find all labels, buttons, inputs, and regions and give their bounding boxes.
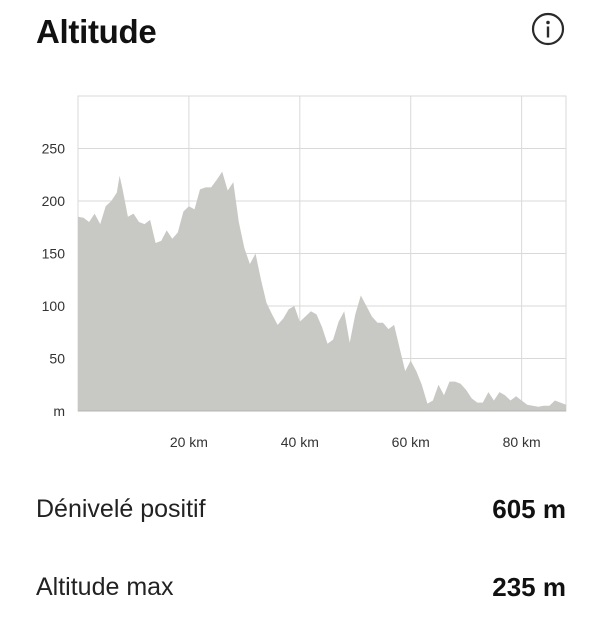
stat-row-elevation-gain: Dénivelé positif 605 m — [36, 489, 566, 529]
x-tick-label: 20 km — [170, 434, 208, 450]
altitude-area — [78, 171, 566, 411]
stat-row-max-altitude: Altitude max 235 m — [36, 567, 566, 607]
stat-label-elevation-gain: Dénivelé positif — [36, 494, 206, 523]
y-tick-label: 50 — [49, 351, 65, 367]
altitude-chart-svg: m 50 100 150 200 250 20 km 40 km 60 km 80 km — [42, 95, 567, 450]
x-tick-label: 60 km — [392, 434, 430, 450]
y-tick-label: 200 — [42, 193, 66, 209]
y-tick-label: 150 — [42, 246, 66, 262]
stat-value-elevation-gain: 605 m — [492, 493, 566, 524]
info-circle-icon — [531, 12, 565, 46]
altitude-chart: m 50 100 150 200 250 20 km 40 km 60 km 80 km — [0, 86, 602, 456]
page-title: Altitude — [36, 13, 157, 50]
y-tick-label: m — [53, 403, 65, 419]
info-button[interactable] — [531, 12, 565, 46]
stat-label-max-altitude: Altitude max — [36, 572, 174, 601]
y-tick-label: 250 — [42, 141, 66, 157]
stat-value-max-altitude: 235 m — [492, 571, 566, 602]
y-tick-label: 100 — [42, 298, 66, 314]
x-tick-label: 40 km — [281, 434, 319, 450]
x-tick-label: 80 km — [503, 434, 541, 450]
